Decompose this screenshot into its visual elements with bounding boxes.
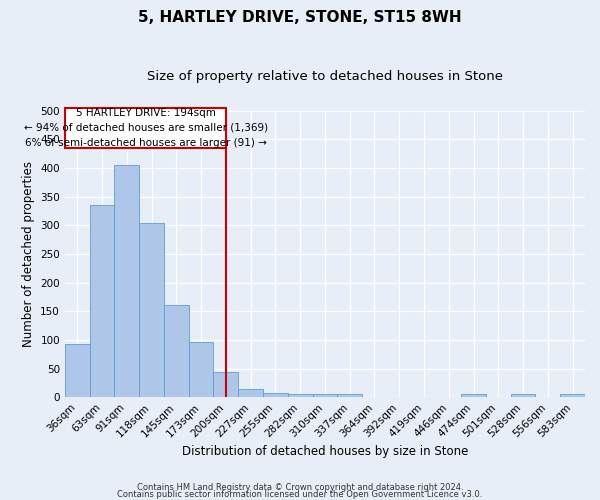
Bar	[511, 394, 535, 397]
Title: Size of property relative to detached houses in Stone: Size of property relative to detached ho…	[147, 70, 503, 83]
Text: Contains public sector information licensed under the Open Government Licence v3: Contains public sector information licen…	[118, 490, 482, 499]
Bar	[461, 394, 486, 397]
Bar	[65, 344, 89, 397]
Y-axis label: Number of detached properties: Number of detached properties	[22, 161, 35, 347]
Text: Contains HM Land Registry data © Crown copyright and database right 2024.: Contains HM Land Registry data © Crown c…	[137, 484, 463, 492]
Bar	[214, 372, 238, 397]
Bar	[288, 394, 313, 397]
Bar	[238, 388, 263, 397]
Text: 5, HARTLEY DRIVE, STONE, ST15 8WH: 5, HARTLEY DRIVE, STONE, ST15 8WH	[138, 10, 462, 25]
Bar	[164, 305, 189, 397]
Bar	[560, 394, 585, 397]
Bar	[337, 394, 362, 397]
Bar	[263, 392, 288, 397]
Text: 5 HARTLEY DRIVE: 194sqm
← 94% of detached houses are smaller (1,369)
6% of semi-: 5 HARTLEY DRIVE: 194sqm ← 94% of detache…	[23, 108, 268, 148]
Bar	[189, 342, 214, 397]
Bar	[139, 223, 164, 397]
Bar	[313, 394, 337, 397]
FancyBboxPatch shape	[65, 108, 226, 148]
X-axis label: Distribution of detached houses by size in Stone: Distribution of detached houses by size …	[182, 444, 468, 458]
Bar	[115, 165, 139, 397]
Bar	[89, 204, 115, 397]
